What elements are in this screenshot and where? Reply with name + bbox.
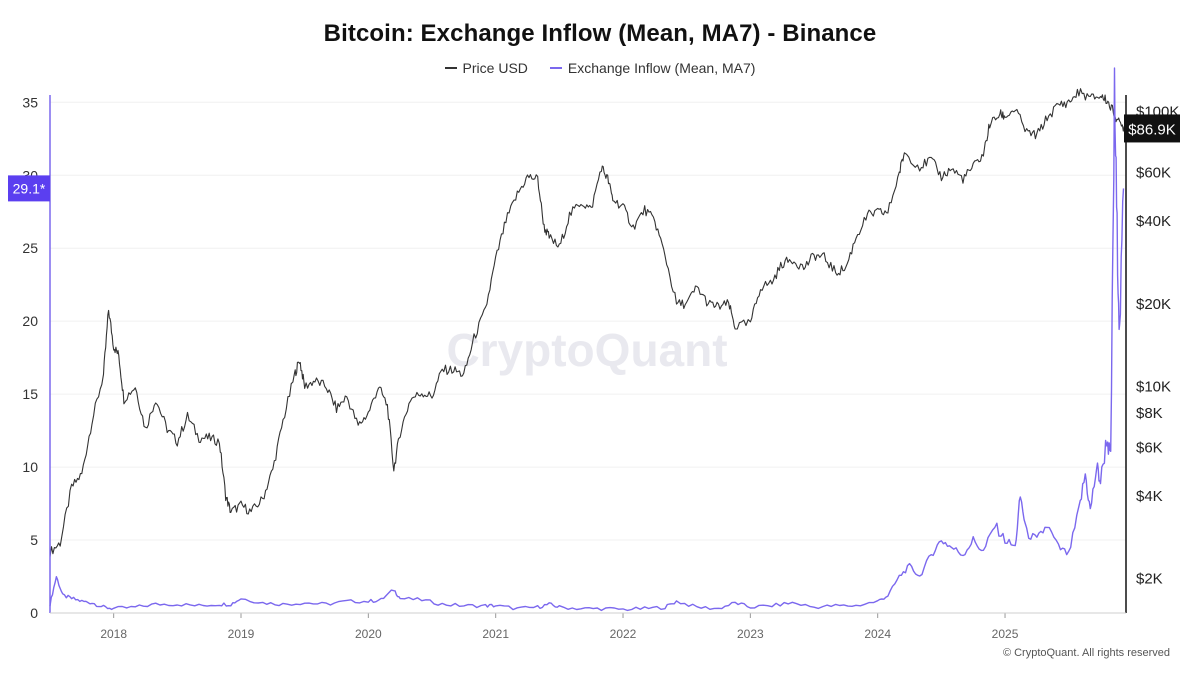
copyright-text: © CryptoQuant. All rights reserved: [1002, 647, 1170, 659]
y-left-tick-label: 10: [22, 459, 38, 475]
x-tick-label: 2019: [228, 627, 255, 641]
chart-title: Bitcoin: Exchange Inflow (Mean, MA7) - B…: [323, 20, 877, 47]
x-tick-label: 2024: [864, 627, 891, 641]
x-tick-label: 2021: [482, 627, 509, 641]
x-tick-label: 2020: [355, 627, 382, 641]
legend-item-price[interactable]: Price USD: [444, 60, 528, 76]
x-tick-label: 2023: [737, 627, 764, 641]
y-left-tick-label: 0: [30, 605, 38, 621]
x-tick-label: 2018: [100, 627, 127, 641]
y-right-tick-label: $10K: [1136, 379, 1171, 396]
x-tick-label: 2022: [610, 627, 637, 641]
price-value-badge: [1124, 114, 1180, 143]
series-line-inflow: [49, 67, 1125, 612]
y-left-tick-label: 25: [22, 240, 38, 256]
badges-layer: 29.1* $86.9K: [8, 114, 1180, 202]
legend-label-inflow: Exchange Inflow (Mean, MA7): [567, 60, 756, 76]
y-right-tick-label: $2K: [1136, 571, 1163, 588]
y-right-tick-label: $4K: [1136, 488, 1163, 505]
y-right-tick-label: $40K: [1136, 213, 1171, 230]
inflow-value-badge: [8, 175, 50, 202]
y-left-tick-label: 15: [22, 386, 38, 402]
series-layer: [49, 67, 1127, 612]
legend-swatch-price: [444, 67, 457, 69]
price-value-label: $86.9K: [1128, 121, 1176, 138]
y-right-tick-label: $20K: [1136, 296, 1171, 313]
chart-legend: Price USD Exchange Inflow (Mean, MA7): [0, 60, 1200, 76]
watermark: CryptoQuant: [446, 324, 727, 376]
y-left-tick-label: 5: [30, 532, 38, 548]
x-tick-label: 2025: [992, 627, 1019, 641]
legend-label-price: Price USD: [462, 60, 528, 76]
legend-swatch-inflow: [549, 67, 562, 69]
legend-item-inflow[interactable]: Exchange Inflow (Mean, MA7): [549, 60, 756, 76]
y-right-tick-label: $6K: [1136, 440, 1163, 457]
y-left-tick-label: 35: [22, 94, 38, 110]
series-line-price: [49, 88, 1127, 557]
y-right-tick-label: $8K: [1136, 405, 1163, 422]
y-left-tick-label: 20: [22, 313, 38, 329]
inflow-value-label: 29.1*: [13, 180, 46, 196]
y-right-tick-label: $60K: [1136, 165, 1171, 182]
